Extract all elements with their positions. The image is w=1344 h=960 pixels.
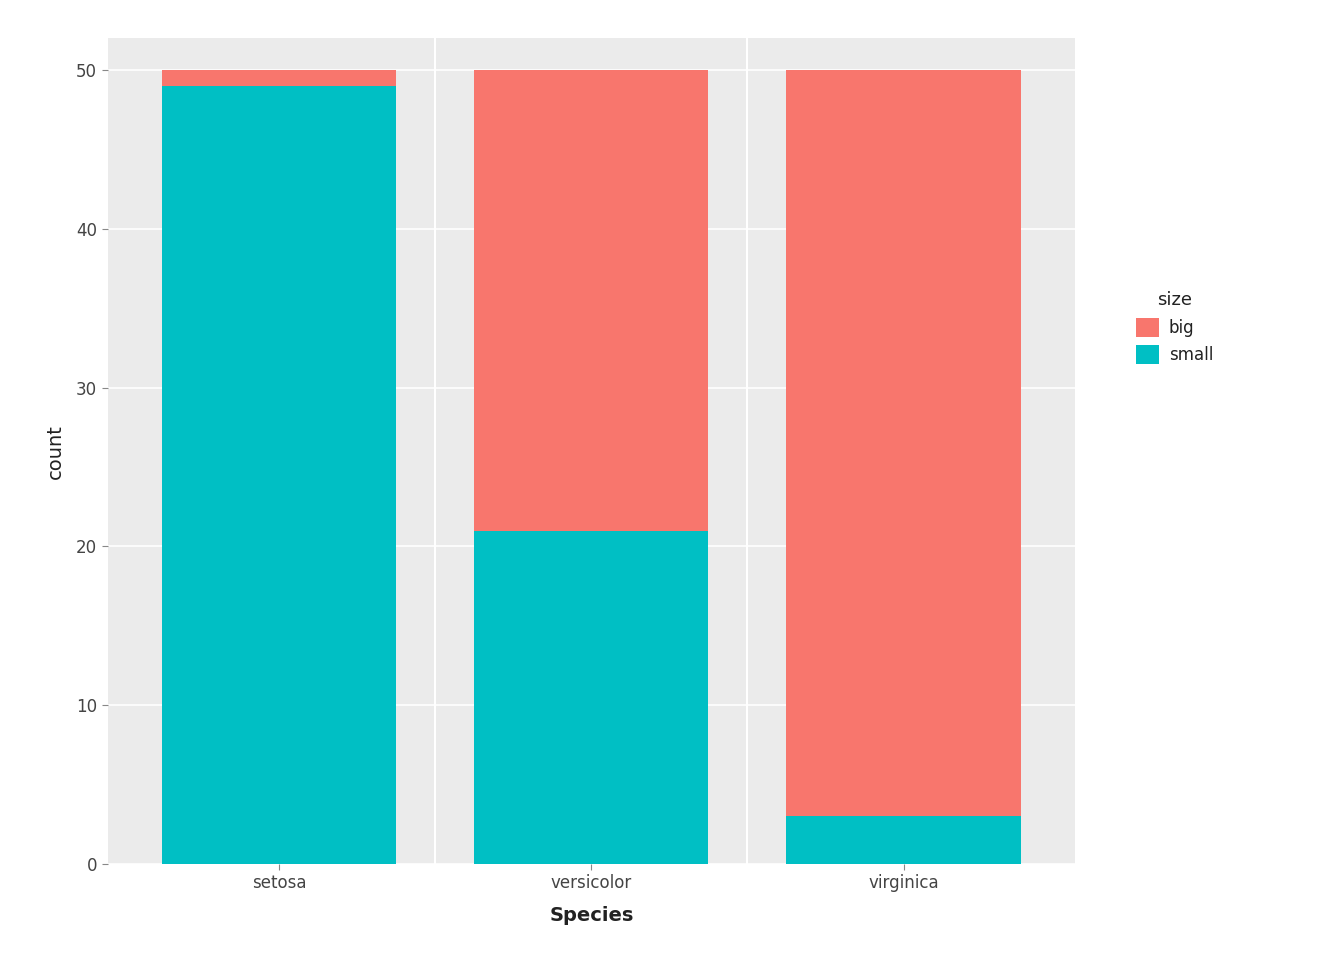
Legend: big, small: big, small <box>1122 277 1227 377</box>
Y-axis label: count: count <box>46 423 65 479</box>
Bar <box>474 531 708 864</box>
Bar <box>163 86 396 864</box>
Bar <box>474 70 708 531</box>
Bar <box>163 70 396 86</box>
Bar <box>786 70 1020 816</box>
X-axis label: Species: Species <box>550 906 633 925</box>
Bar <box>786 816 1020 864</box>
